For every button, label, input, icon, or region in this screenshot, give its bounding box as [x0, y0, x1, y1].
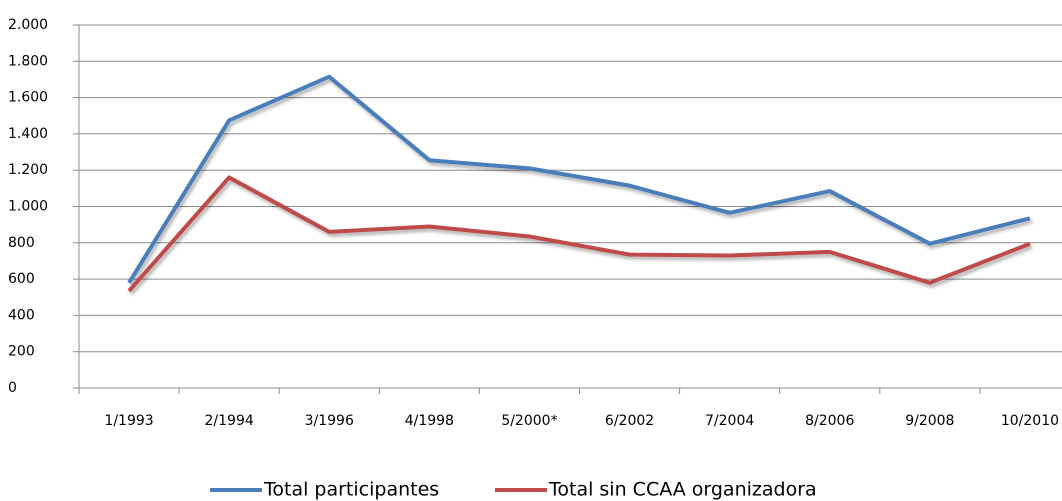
y-tick-label: 400: [8, 307, 35, 323]
legend-label: Total participantes: [263, 479, 439, 501]
y-tick-label: 800: [8, 235, 35, 251]
x-tick-label: 10/2010: [1001, 413, 1059, 429]
y-tick-label: 1.000: [8, 199, 48, 215]
y-tick-label: 2.000: [8, 17, 48, 33]
y-tick-label: 1.600: [8, 90, 48, 106]
series-line: [127, 175, 1031, 293]
x-tick-label: 6/2002: [605, 413, 654, 429]
x-tick-label: 4/1998: [405, 413, 454, 429]
y-tick-label: 600: [8, 271, 35, 287]
series-line: [127, 74, 1031, 284]
legend-label: Total sin CCAA organizadora: [548, 479, 817, 501]
y-tick-label: 1.200: [8, 162, 48, 178]
x-tick-label: 5/2000*: [501, 413, 557, 429]
y-tick-label: 1.400: [8, 126, 48, 142]
x-tick-label: 1/1993: [104, 413, 153, 429]
x-tick-label: 7/2004: [705, 413, 754, 429]
y-tick-label: 200: [8, 344, 35, 360]
y-tick-label: 0: [8, 380, 17, 396]
x-tick-label: 3/1996: [305, 413, 354, 429]
x-tick-label: 8/2006: [805, 413, 854, 429]
x-tick-label: 9/2008: [905, 413, 954, 429]
y-tick-label: 1.800: [8, 53, 48, 69]
x-tick-label: 2/1994: [205, 413, 254, 429]
